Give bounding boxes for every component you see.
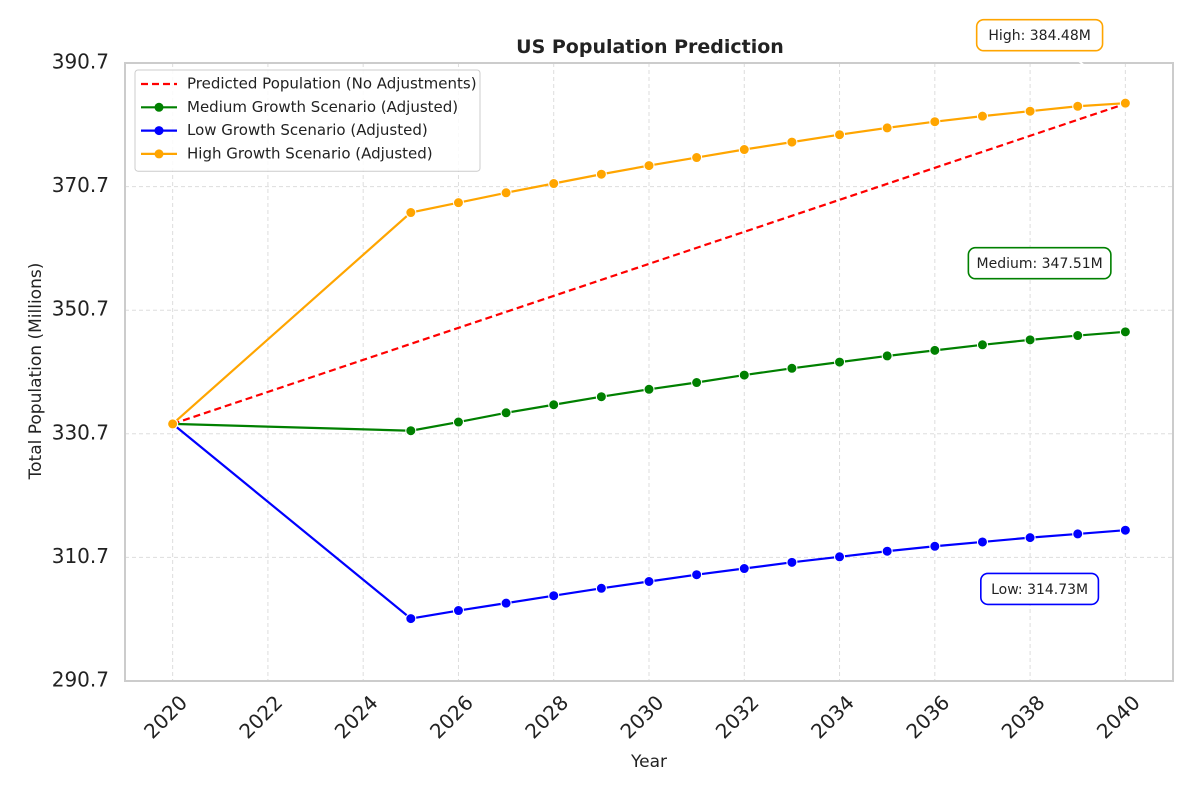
data-point [691,569,703,581]
legend-label: Low Growth Scenario (Adjusted) [187,121,428,139]
plot-frame [124,62,1174,682]
series-line [172,102,1126,425]
y-tick-label: 390.7 [52,50,109,74]
series-3 [167,97,1131,430]
annotation-1: Medium: 347.51M [967,246,1112,280]
legend-box [134,69,481,172]
series-2 [167,418,1131,625]
gridlines [125,62,1173,682]
data-point [738,563,750,575]
y-tick-label: 370.7 [52,173,109,197]
data-point [738,144,750,156]
data-point [1119,97,1131,109]
chart-title: US Population Prediction [516,36,784,58]
y-tick-label: 310.7 [52,544,109,568]
data-point [595,391,607,403]
data-point [405,207,417,219]
data-point [595,168,607,180]
data-point [643,576,655,588]
data-point [738,369,750,381]
data-point [1119,524,1131,536]
data-point [834,129,846,141]
data-point [595,582,607,594]
data-point [500,187,512,199]
data-point [976,339,988,351]
data-point [548,178,560,190]
data-point [1072,330,1084,342]
legend-item: Medium Growth Scenario (Adjusted) [141,98,458,116]
data-point [1024,334,1036,346]
data-point [1119,326,1131,338]
data-point [881,350,893,362]
annotation-2: Low: 314.73M [980,572,1100,606]
x-axis-label: Year [630,752,667,772]
legend-label: Predicted Population (No Adjustments) [187,75,477,93]
data-point [643,383,655,395]
data-point [167,418,179,430]
data-point [834,356,846,368]
y-tick-label: 350.7 [52,297,109,321]
data-point [786,556,798,568]
data-point [1024,105,1036,117]
data-point [976,536,988,548]
legend-item: Low Growth Scenario (Adjusted) [141,121,428,139]
annotation-box [975,18,1104,52]
data-point [691,152,703,164]
data-point [500,597,512,609]
legend-item: High Growth Scenario (Adjusted) [141,144,433,162]
data-point [452,605,464,617]
data-point [786,136,798,148]
annotation-label: Medium: 347.51M [977,256,1103,272]
annotation-label: High: 384.48M [988,28,1090,44]
data-point [405,425,417,437]
data-point [643,160,655,172]
data-point [1024,532,1036,544]
data-point [548,590,560,602]
annotation-0: High: 384.48M [975,18,1123,100]
annotations: High: 384.48M Medium: 347.51M Low: 314.73M [967,18,1123,606]
data-point [691,377,703,389]
data-point [834,551,846,563]
annotation-arrow [1066,49,1123,100]
y-tick-label: 330.7 [52,420,109,444]
legend-swatch-marker [154,149,164,159]
legend-item: Predicted Population (No Adjustments) [141,75,477,93]
data-point [881,122,893,134]
data-point [976,110,988,122]
annotation-box [967,246,1112,280]
data-point [548,399,560,411]
data-point [1072,100,1084,112]
legend-label: Medium Growth Scenario (Adjusted) [187,98,458,116]
data-point [786,362,798,374]
legend-label: High Growth Scenario (Adjusted) [187,144,433,162]
legend: Predicted Population (No Adjustments) Med… [134,69,481,172]
legend-swatch-marker [154,126,164,136]
y-axis-label: Total Population (Millions) [26,263,46,481]
data-point [881,545,893,557]
annotation-label: Low: 314.73M [991,582,1088,598]
annotation-box [980,572,1100,606]
data-point [500,407,512,419]
data-point [929,116,941,128]
data-point [929,540,941,552]
legend-swatch-marker [154,102,164,112]
series-0 [172,102,1126,425]
y-tick-label: 290.7 [52,668,109,692]
data-point [405,613,417,625]
series-layer [167,97,1131,625]
data-point [452,197,464,209]
data-point [452,416,464,428]
data-point [1072,528,1084,540]
data-point [929,344,941,356]
